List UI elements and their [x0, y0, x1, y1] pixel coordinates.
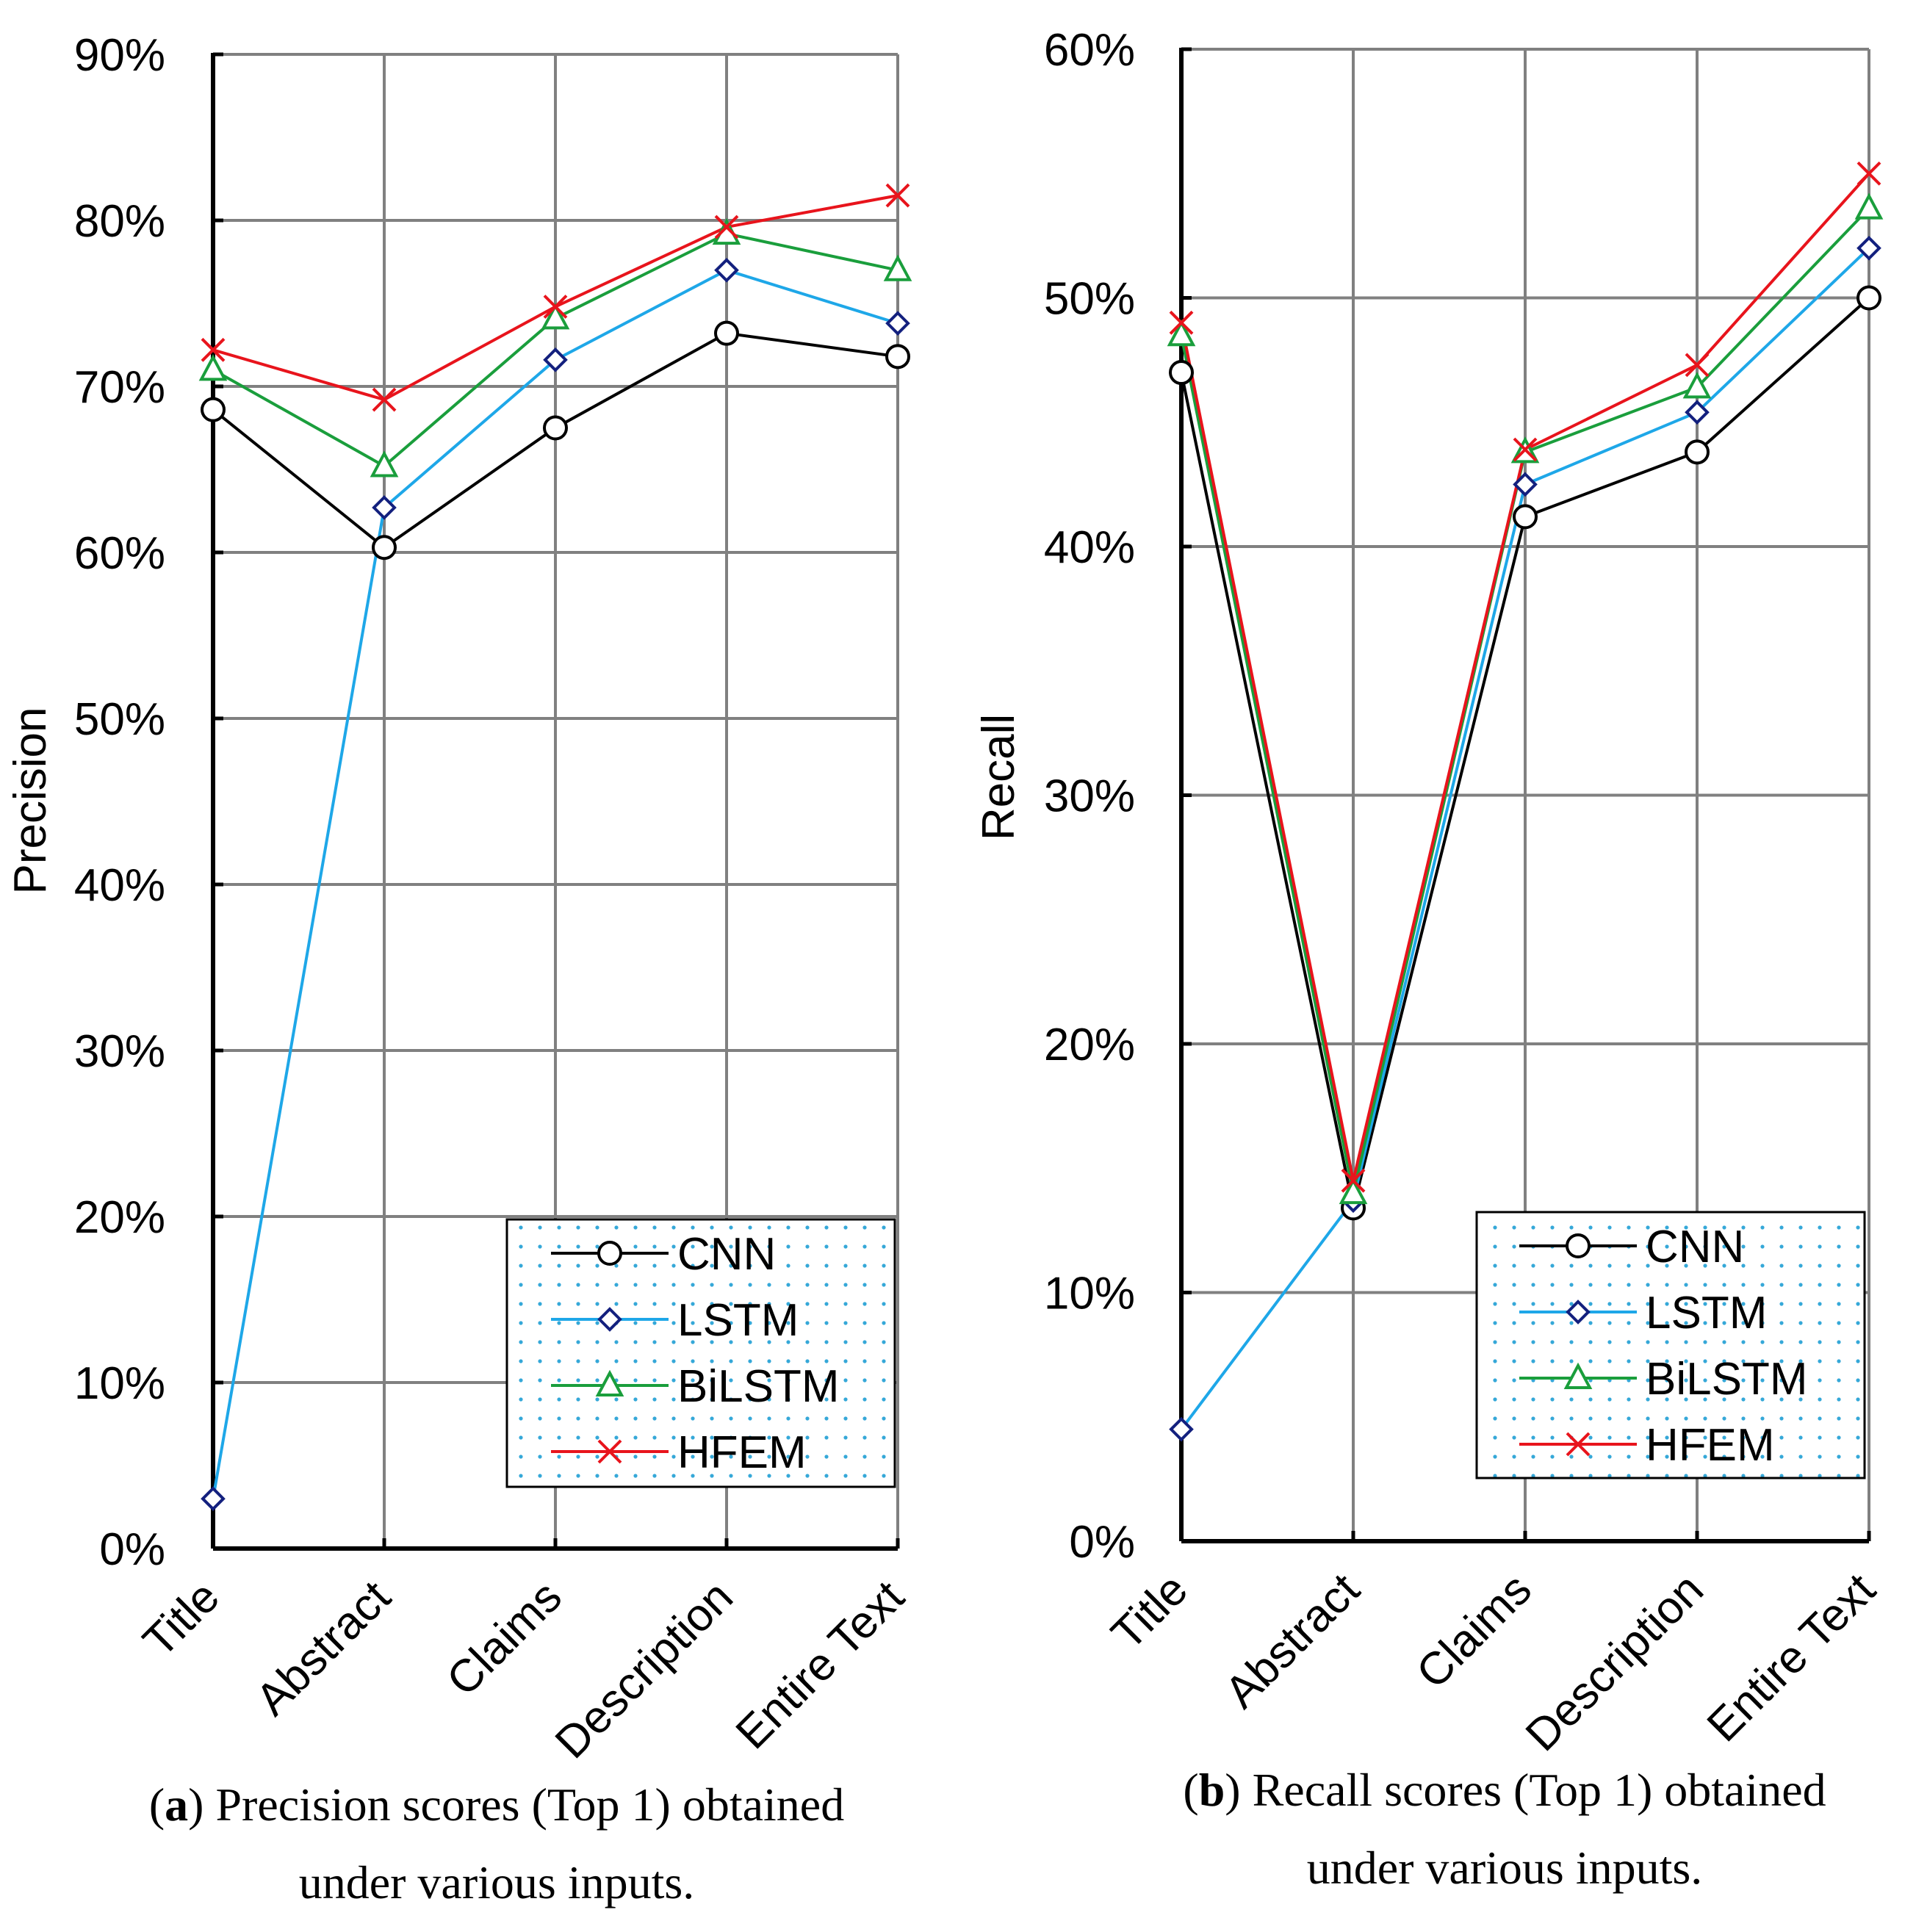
y-tick-label: 70% — [74, 362, 165, 413]
data-point-cnn — [543, 415, 568, 441]
data-point-lstm — [1513, 472, 1538, 497]
data-point-bilstm — [370, 450, 399, 477]
x-tick-label: Abstract — [1215, 1564, 1369, 1718]
caption-panel-label: a — [165, 1778, 188, 1831]
legend-marker-lstm — [1566, 1300, 1591, 1324]
data-point-hfem — [885, 183, 910, 208]
caption-line-2: under various inputs. — [1307, 1842, 1703, 1894]
caption-line-1: (b) Recall scores (Top 1) obtained — [1183, 1764, 1826, 1816]
y-tick-label: 20% — [1044, 1020, 1135, 1070]
data-point-lstm — [1685, 400, 1710, 425]
legend-marker-hfem — [597, 1439, 622, 1464]
y-tick-label: 90% — [74, 30, 165, 81]
legend-label-cnn: CNN — [677, 1229, 776, 1280]
data-point-cnn — [372, 535, 397, 561]
caption-panel-label: b — [1199, 1764, 1225, 1816]
data-point-hfem — [372, 387, 397, 412]
data-point-lstm — [885, 311, 910, 336]
x-tick-label: Entire Text — [1698, 1564, 1885, 1751]
y-tick-label: 10% — [74, 1358, 165, 1409]
legend-marker-cnn — [1566, 1233, 1591, 1258]
y-axis-title: Recall — [973, 714, 1024, 840]
data-point-bilstm — [883, 254, 912, 281]
x-tick-label: Entire Text — [727, 1571, 914, 1759]
legend-marker-cnn — [597, 1241, 622, 1266]
data-point-hfem — [201, 337, 226, 362]
legend-label-lstm: LSTM — [677, 1295, 799, 1346]
x-tick-label: Abstract — [246, 1571, 400, 1726]
data-point-hfem — [543, 295, 568, 319]
y-tick-label: 20% — [74, 1192, 165, 1243]
data-point-hfem — [1856, 161, 1881, 186]
x-tick-label: Title — [134, 1571, 229, 1667]
legend-label-hfem: HFEM — [677, 1427, 807, 1478]
legend-label-bilstm: BiLSTM — [677, 1361, 839, 1412]
data-point-cnn — [1169, 360, 1194, 386]
data-point-cnn — [885, 344, 910, 370]
data-point-lstm — [201, 1486, 226, 1512]
legend-label-cnn: CNN — [1646, 1222, 1744, 1272]
data-point-lstm — [543, 347, 568, 372]
y-axis-title: Precision — [5, 707, 56, 895]
y-tick-label: 50% — [74, 694, 165, 745]
data-point-cnn — [1685, 439, 1710, 465]
y-tick-label: 60% — [1044, 25, 1135, 76]
caption-line-2: under various inputs. — [299, 1856, 695, 1908]
x-tick-label: Claims — [437, 1571, 572, 1706]
legend-marker-lstm — [597, 1307, 622, 1332]
precision-chart: 0% 10% 20% 30% 40% 50% 60% 70% 80% 90% Title Abstra… — [5, 30, 914, 1908]
recall-chart: 0% 10% 20% 30% 40% 50% 60% Title Abstract ClaimsD… — [973, 25, 1885, 1894]
legend-box — [505, 1218, 896, 1488]
legend-marker-bilstm — [595, 1369, 624, 1396]
legend-label-hfem: HFEM — [1646, 1420, 1775, 1471]
data-point-hfem — [714, 215, 739, 239]
data-point-lstm — [372, 495, 397, 520]
data-point-cnn — [1513, 504, 1538, 530]
data-point-hfem — [1685, 353, 1710, 378]
data-point-bilstm — [1167, 320, 1196, 347]
x-tick-label: Claims — [1407, 1564, 1541, 1698]
x-tick-label: Title — [1102, 1564, 1198, 1659]
y-tick-label: 80% — [74, 196, 165, 247]
data-point-cnn — [1856, 285, 1881, 311]
y-tick-label: 40% — [1044, 522, 1135, 573]
y-tick-label: 40% — [74, 860, 165, 911]
y-tick-label: 60% — [74, 528, 165, 579]
y-tick-label: 0% — [1069, 1517, 1135, 1568]
x-tick-label: Description — [546, 1571, 743, 1768]
data-point-bilstm — [541, 303, 570, 330]
data-point-bilstm — [1854, 192, 1884, 220]
data-point-bilstm — [1339, 1177, 1368, 1205]
data-point-hfem — [1169, 310, 1194, 335]
data-point-hfem — [1341, 1168, 1366, 1193]
x-tick-label: Description — [1516, 1564, 1713, 1761]
legend-box — [1475, 1211, 1866, 1479]
data-point-lstm — [714, 257, 739, 283]
caption-line-1: (a) Precision scores (Top 1) obtained — [149, 1778, 844, 1831]
legend-label-bilstm: BiLSTM — [1646, 1354, 1807, 1405]
data-point-cnn — [714, 320, 739, 346]
data-point-lstm — [1169, 1416, 1194, 1442]
data-point-bilstm — [1682, 372, 1712, 399]
legend-label-lstm: LSTM — [1646, 1288, 1767, 1338]
y-tick-label: 0% — [99, 1524, 165, 1575]
y-tick-label: 10% — [1044, 1269, 1135, 1319]
legend-marker-bilstm — [1563, 1362, 1593, 1389]
data-point-lstm — [1856, 235, 1881, 261]
y-tick-label: 30% — [1044, 771, 1135, 822]
data-point-cnn — [201, 397, 226, 422]
data-point-hfem — [1513, 437, 1538, 462]
legend-marker-hfem — [1566, 1432, 1591, 1457]
y-tick-label: 30% — [74, 1026, 165, 1077]
data-point-bilstm — [198, 354, 228, 381]
y-tick-label: 50% — [1044, 274, 1135, 325]
